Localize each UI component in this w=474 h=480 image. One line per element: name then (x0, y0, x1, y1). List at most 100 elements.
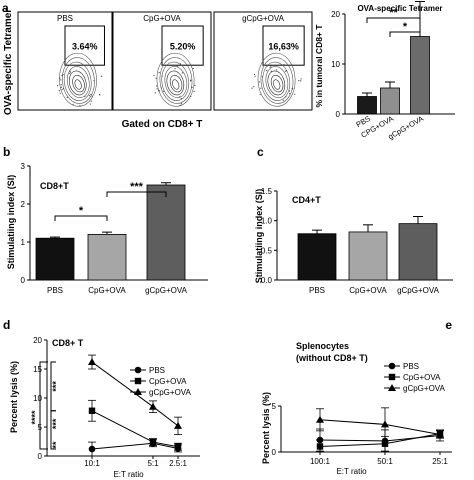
flow-contour-line (59, 52, 97, 107)
flow-event-dot (79, 105, 81, 107)
flow-event-dot (60, 86, 63, 88)
chart-panel-a: OVA-specific Tetramer % in tumoral CD8+ T… (314, 1, 455, 141)
bar-PBS (297, 233, 337, 281)
significance-label: *** (130, 181, 144, 193)
marker-triangle (436, 430, 444, 438)
marker-triangle (381, 420, 389, 428)
y-axis-label: Percent lysis (%) (261, 392, 271, 464)
y-tick-label: 20 (33, 336, 42, 345)
flow-contour-cluster (56, 52, 103, 107)
flow-contour-line (265, 66, 289, 98)
flow-event-dot (282, 64, 284, 66)
panel-letter-a: a (2, 1, 9, 15)
marker-square (316, 443, 324, 450)
marker-square (388, 373, 396, 381)
y-tick-label: 1.5 (261, 187, 273, 196)
panel-letter-c: c (257, 145, 264, 159)
flow-ylabel: OVA-specific Tetramer (3, 9, 14, 115)
flow-event-dot (253, 85, 255, 88)
flow-event-dot (176, 65, 179, 67)
y-axis-label: % in tumoral CD8+ T (314, 24, 324, 108)
flow-contour-line (62, 57, 95, 104)
flow-event-dot (269, 66, 271, 68)
significance-bracket (39, 361, 48, 450)
y-tick-label: 3 (21, 162, 26, 171)
significance-bracket (106, 191, 167, 197)
chart-panel-b: b CD8+T Stimulatiing index (SI) 0 1 2 3 PBS CpG+… (3, 145, 208, 295)
flow-contour-line (72, 74, 85, 93)
significance-label: *** (51, 418, 61, 429)
y-axis-label: Stimulatiing index (SI) (6, 175, 16, 270)
legend-entry: CpG+OVA (384, 373, 441, 382)
flow-event-dot (59, 92, 61, 94)
x-category-label: gCpG+OVA (397, 286, 440, 295)
series-gCpG+OVA (88, 354, 182, 435)
flow-event-dot (300, 80, 302, 82)
flow-contour-cluster (153, 52, 196, 107)
legend-entry: gCpG+OVA (130, 388, 192, 397)
chart-title: CD8+ T (52, 338, 84, 348)
panel-letter-d: d (3, 318, 10, 332)
x-tick-label: 100:1 (310, 457, 331, 466)
flow-event-dot (194, 84, 196, 87)
flow-event-dot (61, 75, 63, 77)
bar-CpG+OVA (348, 231, 388, 281)
series-gCpG+OVA (316, 407, 444, 442)
marker-circle (134, 366, 142, 374)
flow-contour-line (66, 66, 90, 98)
flow-gate-value: 5.20% (170, 42, 196, 52)
flow-contour-line (169, 74, 183, 93)
x-tick-label: 10:1 (84, 459, 100, 468)
flow-event-dot (62, 88, 65, 90)
flow-xlabel: Gated on CD8+ T (122, 119, 203, 130)
legend-entry: PBS (384, 362, 419, 371)
flow-event-dot (253, 73, 256, 75)
flow-event-dot (275, 69, 278, 71)
legend-entry: CpG+OVA (130, 377, 187, 386)
x-category-label: PBS (47, 286, 63, 295)
significance-label: ** (51, 441, 61, 449)
significance-bracket (366, 17, 421, 23)
flow-event-dot (181, 72, 184, 74)
marker-square (174, 443, 182, 450)
flow-event-dot (62, 73, 64, 76)
flow-event-dot (99, 94, 101, 96)
flow-contour-line (166, 70, 185, 96)
flow-event-dot (69, 71, 72, 73)
flow-event-dot (155, 77, 157, 79)
legend-label: gCpG+OVA (403, 384, 446, 393)
significance-label: *** (51, 381, 61, 392)
bar-PBS (357, 96, 377, 115)
flow-contour-line (63, 61, 92, 101)
bar-gCpG+OVA (398, 223, 438, 281)
significance-label: * (79, 205, 84, 217)
flow-event-dot (174, 68, 176, 70)
y-tick-label: 5 (272, 402, 277, 411)
flow-event-dot (270, 70, 272, 72)
flow-event-dot (298, 80, 300, 82)
flow-event-dot (66, 96, 68, 98)
panel-letter-b: b (3, 145, 10, 159)
flow-event-dot (88, 95, 90, 97)
flow-event-dot (72, 103, 74, 105)
flow-event-dot (91, 95, 93, 97)
flow-plot-title: gCpG+OVA (242, 14, 285, 23)
flow-contour-line (159, 57, 193, 104)
y-tick-label: 0 (336, 110, 341, 119)
marker-triangle (316, 415, 324, 423)
flow-event-dot (266, 65, 268, 67)
flow-event-dot (260, 87, 262, 89)
flow-contour-line (260, 57, 294, 104)
flow-contour-line (257, 52, 296, 107)
series-line (319, 434, 441, 442)
flow-event-dot (180, 103, 182, 105)
flow-event-dot (192, 67, 194, 70)
flow-event-dot (90, 100, 92, 102)
significance-label: * (403, 21, 408, 33)
flow-event-dot (160, 87, 163, 89)
marker-triangle (88, 358, 96, 366)
significance-bracket (54, 215, 108, 221)
flow-event-dot (270, 65, 272, 67)
marker-triangle (174, 421, 182, 429)
